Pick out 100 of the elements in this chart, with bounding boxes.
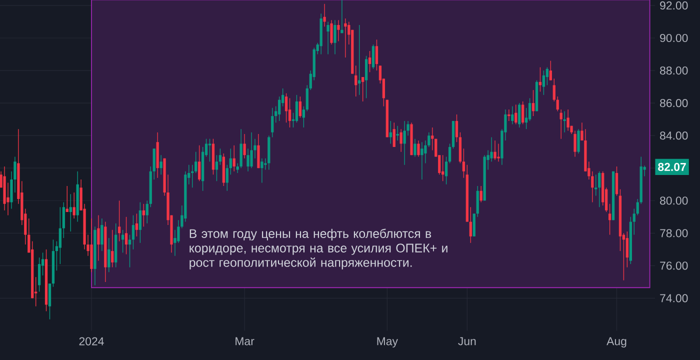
y-tick-label: 74.00	[660, 294, 688, 302]
candlestick	[198, 144, 201, 182]
candlestick	[229, 148, 232, 175]
x-tick-label: Mar	[236, 337, 254, 346]
candlestick	[375, 39, 378, 71]
y-tick-label: 86.00	[660, 99, 688, 108]
candlestick	[626, 231, 629, 268]
candlestick	[128, 234, 132, 268]
candlestick	[278, 96, 281, 122]
annotation: 82.07	[658, 162, 686, 172]
candlestick	[138, 202, 142, 244]
candlestick	[288, 98, 292, 128]
candlestick	[323, 4, 326, 27]
candlestick	[420, 142, 424, 180]
y-tick-label: 78.00	[660, 229, 688, 238]
candlestick	[462, 148, 466, 178]
candlestick	[118, 200, 121, 242]
candlestick	[100, 218, 104, 252]
y-tick-label: 88.00	[660, 66, 688, 75]
candlestick	[250, 132, 253, 168]
candlestick	[417, 140, 420, 158]
candlestick	[271, 108, 274, 138]
candlestick	[38, 257, 41, 292]
candlestick	[580, 122, 584, 141]
candlestick	[152, 148, 156, 180]
candlestick	[260, 158, 264, 184]
candlestick	[146, 200, 148, 224]
candlestick	[208, 138, 212, 162]
candlestick	[549, 60, 552, 81]
candlestick	[218, 148, 222, 166]
candlestick	[69, 194, 72, 232]
candlestick	[403, 120, 406, 166]
candlestick	[518, 102, 521, 128]
candlestick	[546, 66, 548, 86]
candlestick	[455, 114, 458, 142]
x-tick-label: 2024	[79, 337, 104, 346]
candlestick	[400, 128, 402, 152]
candlestick	[108, 238, 110, 273]
candlestick	[480, 186, 482, 203]
candlestick	[556, 96, 559, 112]
candlestick	[431, 127, 434, 151]
candlestick	[368, 50, 372, 73]
candlestick	[392, 122, 396, 148]
candlestick	[48, 283, 52, 320]
candlestick	[232, 144, 236, 172]
candlestick	[246, 148, 250, 172]
candlestick	[111, 230, 114, 268]
y-tick-label: 92.00	[660, 1, 688, 10]
candlestick	[135, 213, 138, 237]
candlestick	[97, 214, 100, 262]
candlestick	[469, 206, 472, 244]
annotation: В этом году цены на нефть колеблются в коридоре, несмотря на все усилия ОПЕК+ и рост геополитической напряженности.	[190, 228, 448, 270]
candlestick	[494, 140, 496, 160]
candlestick	[598, 171, 601, 208]
candlestick	[542, 70, 546, 96]
candlestick	[608, 204, 612, 236]
candlestick	[511, 106, 514, 125]
x-tick-label: Jun	[458, 337, 476, 346]
candlestick	[194, 151, 198, 174]
candlestick	[372, 44, 375, 70]
candlestick	[552, 78, 556, 102]
y-tick-label: 80.00	[660, 196, 688, 205]
candlestick	[636, 198, 639, 216]
candlestick	[58, 206, 62, 264]
candlestick	[444, 156, 448, 185]
candlestick	[62, 202, 65, 238]
candlestick	[160, 154, 162, 175]
candlestick	[284, 92, 288, 123]
candlestick	[361, 76, 364, 102]
candlestick	[448, 143, 452, 164]
candlestick	[337, 20, 340, 42]
candlestick	[354, 65, 358, 97]
x-tick-label: May	[377, 337, 398, 348]
candlestick	[497, 143, 500, 162]
candlestick	[532, 90, 535, 116]
candlestick	[334, 20, 336, 55]
candlestick	[476, 186, 479, 218]
candlestick	[577, 128, 580, 154]
candlestick	[257, 134, 260, 168]
candlestick	[132, 214, 135, 250]
candlestick	[414, 138, 416, 158]
candlestick	[226, 164, 228, 192]
candlestick	[330, 20, 333, 45]
candlestick	[632, 208, 636, 236]
candlestick	[142, 204, 145, 227]
x-tick-label: Aug	[606, 337, 626, 348]
y-tick-label: 84.00	[660, 132, 688, 140]
candlestick	[306, 84, 308, 112]
candlestick	[295, 94, 298, 123]
candlestick	[566, 109, 570, 132]
y-tick-label: 76.00	[660, 262, 688, 270]
candlestick	[574, 130, 576, 158]
candlestick	[364, 56, 368, 99]
candlestick	[215, 154, 218, 182]
candlestick	[124, 216, 128, 255]
candlestick	[302, 106, 306, 128]
candlestick	[243, 134, 246, 159]
candlestick	[560, 109, 562, 140]
candlestick	[326, 21, 330, 55]
candlestick	[472, 213, 476, 237]
